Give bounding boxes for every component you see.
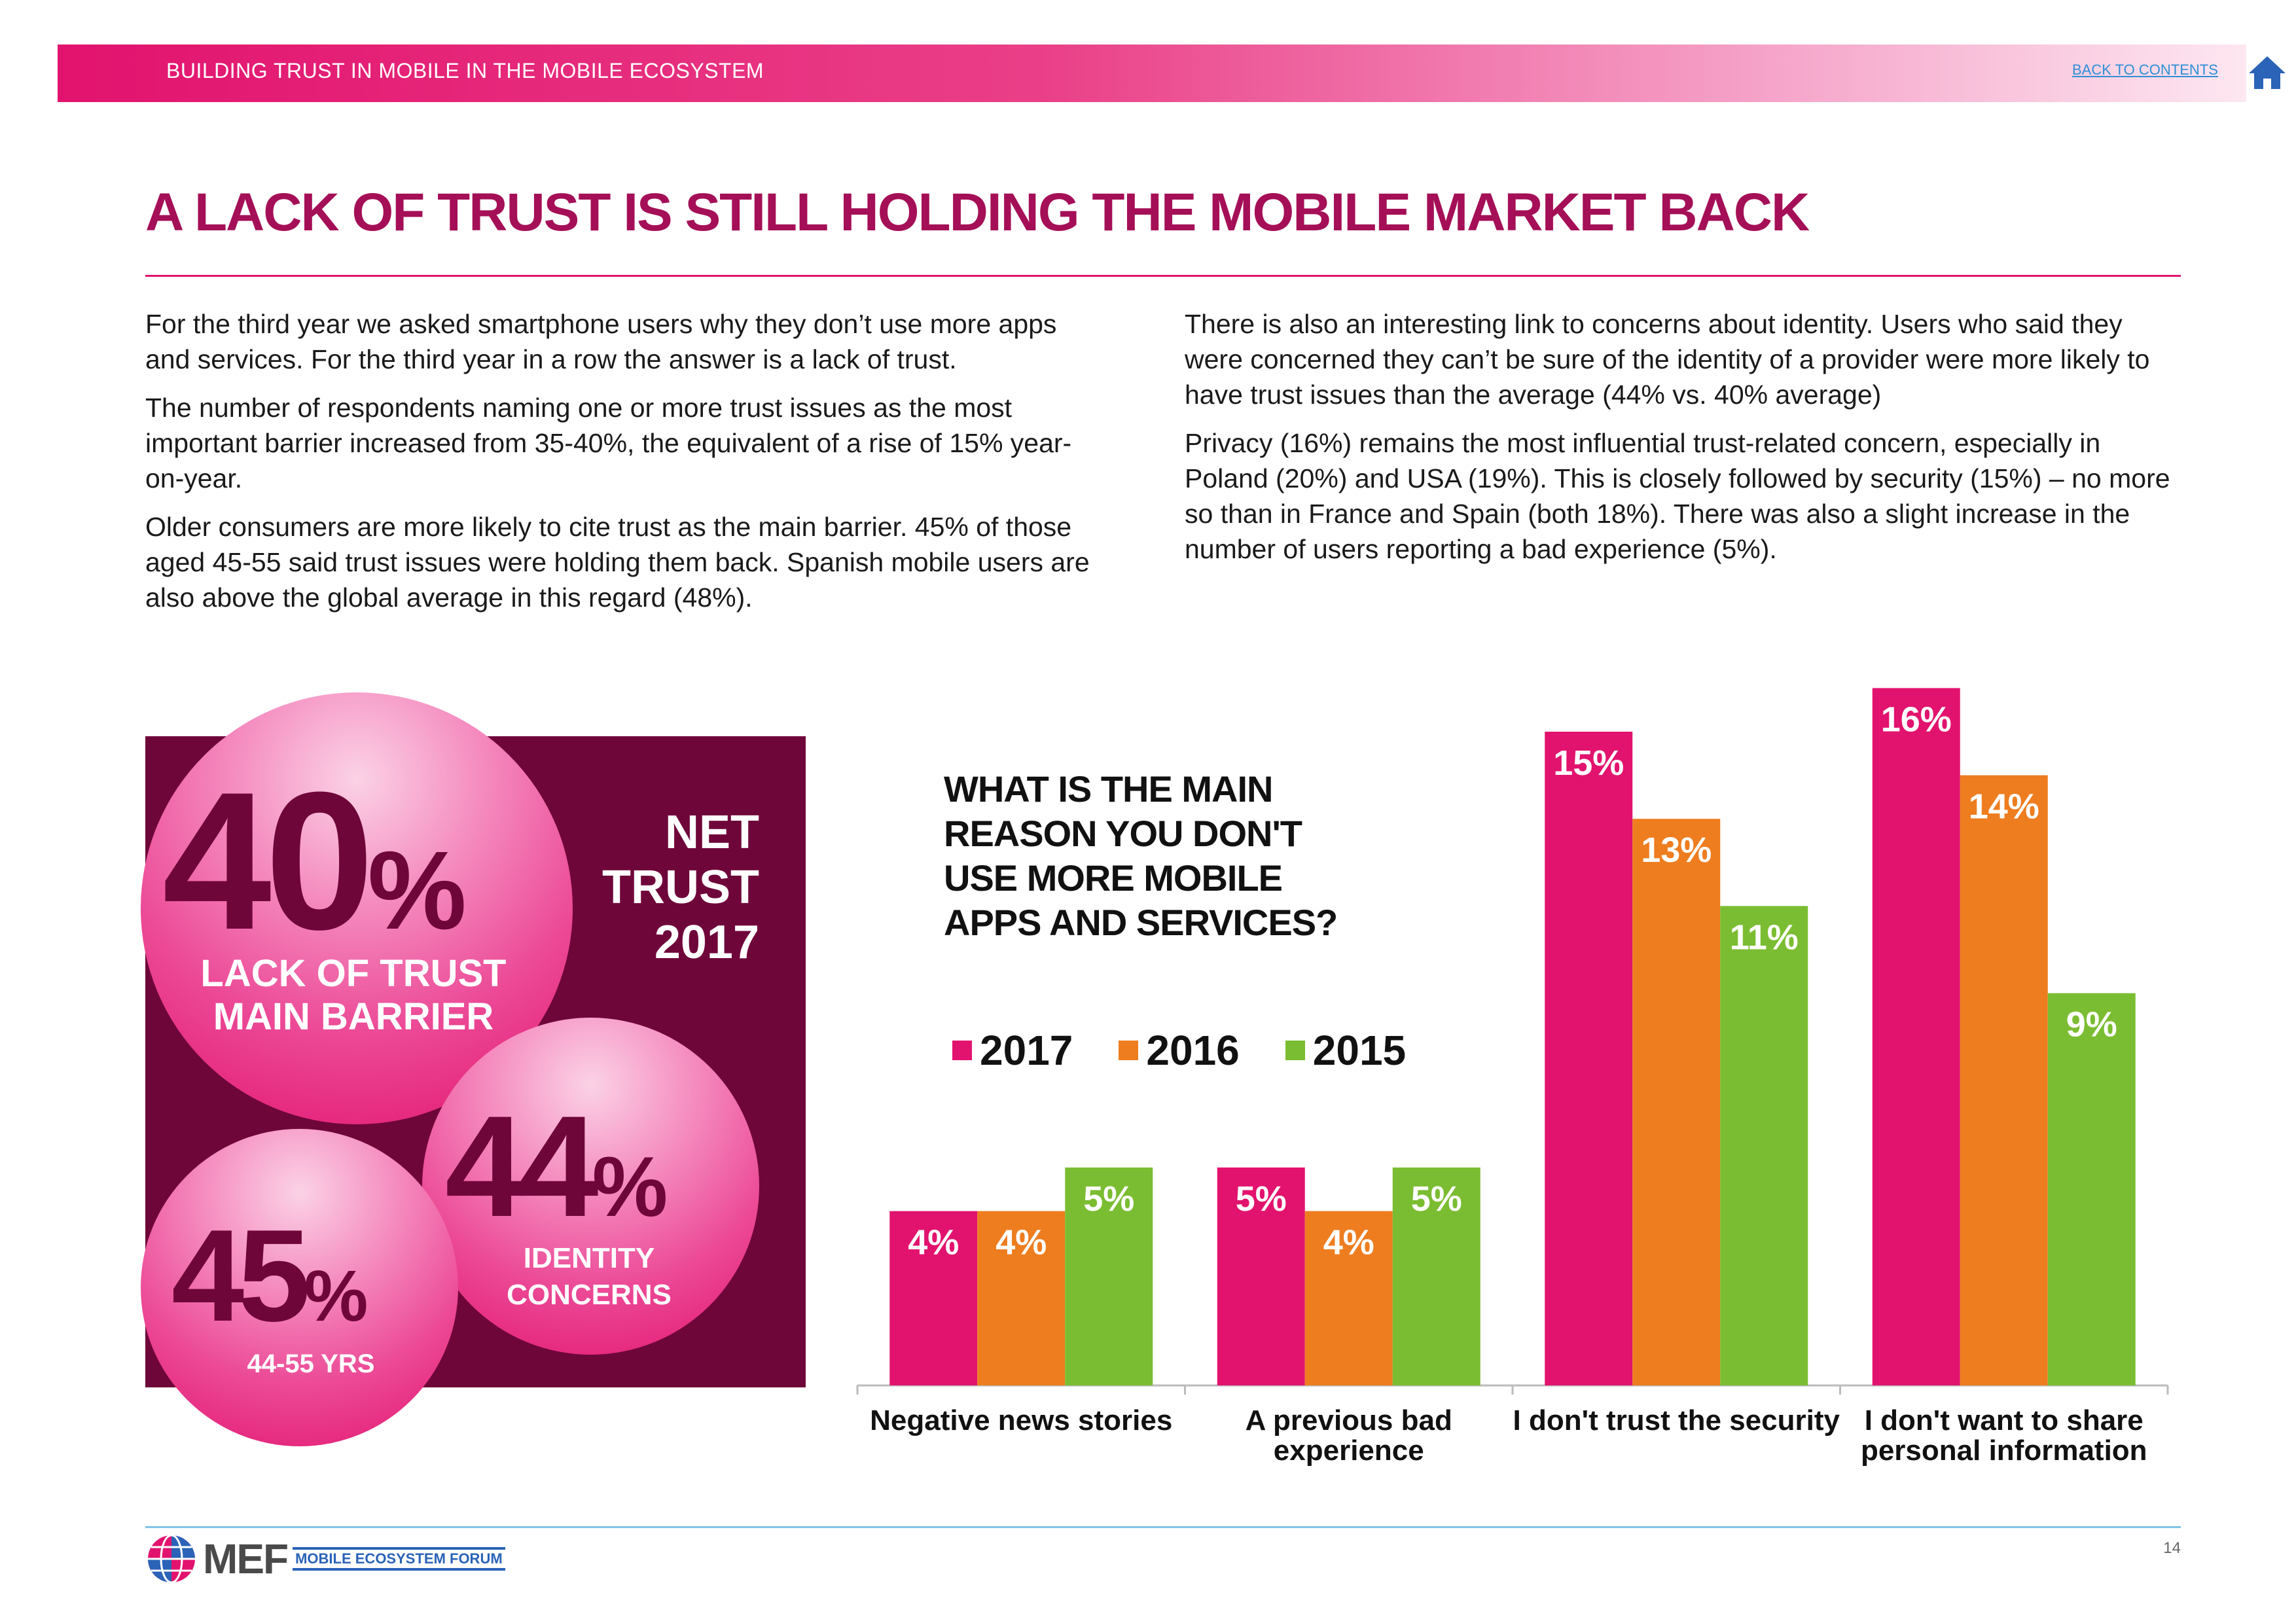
- legend-label-2017: 2017: [980, 1027, 1073, 1074]
- body-paragraph: Older consumers are more likely to cite …: [145, 512, 1090, 613]
- stat-age-label: 44-55 YRS: [247, 1349, 375, 1378]
- legend-item-2015: 2015: [1285, 1026, 1406, 1075]
- bar: [1632, 819, 1721, 1385]
- bar-value-label: 4%: [996, 1223, 1047, 1262]
- legend-swatch-2016: [1119, 1041, 1139, 1060]
- page-title: A LACK OF TRUST IS STILL HOLDING THE MOB…: [145, 183, 1810, 242]
- legend-swatch-2017: [952, 1041, 972, 1060]
- stat-identity-value: 44%: [445, 1086, 668, 1247]
- bar: [1545, 732, 1633, 1385]
- globe-icon: [148, 1534, 195, 1584]
- bar-value-label: 9%: [2066, 1005, 2117, 1044]
- mef-logo-text: MEF: [203, 1535, 289, 1582]
- bar-value-label: 5%: [1411, 1179, 1462, 1219]
- bar: [889, 1211, 978, 1385]
- legend-label-2015: 2015: [1312, 1027, 1407, 1074]
- footer-divider: [145, 1526, 2181, 1528]
- mef-logo-subtitle: MOBILE ECOSYSTEM FORUM: [293, 1547, 505, 1571]
- bar-value-label: 4%: [908, 1223, 959, 1262]
- body-right-column: There is also an interesting link to con…: [1185, 306, 2179, 580]
- x-axis-tick-label: personal information: [1861, 1435, 2147, 1467]
- legend-item-2016: 2016: [1119, 1026, 1240, 1075]
- bar-value-label: 15%: [1553, 743, 1624, 783]
- bar: [1872, 688, 1960, 1385]
- net-trust-label: NET TRUST 2017: [602, 806, 759, 969]
- x-axis-tick-label: I don't trust the security: [1513, 1404, 1840, 1436]
- bar-value-label: 14%: [1969, 787, 2039, 827]
- page-number: 14: [2163, 1539, 2181, 1557]
- bar: [1392, 1168, 1480, 1385]
- bar: [2047, 993, 2136, 1385]
- bar-value-label: 4%: [1323, 1223, 1374, 1262]
- legend-swatch-2015: [1285, 1041, 1305, 1060]
- mef-logo: MEF MOBILE ECOSYSTEM FORUM: [145, 1533, 505, 1585]
- bar-value-label: 16%: [1881, 700, 1952, 739]
- legend-item-2017: 2017: [952, 1026, 1073, 1075]
- home-icon[interactable]: [2247, 54, 2287, 92]
- stat-lack-of-trust-value: 40%: [162, 751, 467, 971]
- bar: [1217, 1168, 1305, 1385]
- bar-value-label: 5%: [1083, 1179, 1134, 1219]
- bar-value-label: 5%: [1236, 1179, 1287, 1219]
- body-paragraph: There is also an interesting link to con…: [1185, 309, 2150, 410]
- x-axis-tick-label: Negative news stories: [870, 1404, 1172, 1436]
- legend-label-2016: 2016: [1146, 1027, 1240, 1074]
- bar-value-label: 13%: [1641, 830, 1712, 870]
- body-paragraph: For the third year we asked smartphone u…: [145, 309, 1057, 374]
- header-bar: BUILDING TRUST IN MOBILE IN THE MOBILE E…: [58, 45, 2286, 102]
- bar: [1720, 906, 1808, 1385]
- bar: [1065, 1168, 1153, 1385]
- title-divider: [145, 275, 2181, 277]
- bar: [1960, 775, 2048, 1385]
- bar: [977, 1211, 1066, 1385]
- stat-identity-label: IDENTITY CONCERNS: [507, 1242, 672, 1311]
- back-to-contents-link[interactable]: BACK TO CONTENTS: [2072, 62, 2218, 78]
- body-paragraph: Privacy (16%) remains the most influenti…: [1185, 428, 2170, 564]
- header-title: BUILDING TRUST IN MOBILE IN THE MOBILE E…: [166, 59, 764, 82]
- stat-age-value: 45%: [171, 1203, 368, 1349]
- chart-legend: 2017 2016 2015: [952, 1026, 1406, 1075]
- bar: [1304, 1211, 1393, 1385]
- body-left-column: For the third year we asked smartphone u…: [145, 306, 1107, 628]
- chart-title: WHAT IS THE MAIN REASON YOU DON'T USE MO…: [944, 768, 1338, 943]
- body-paragraph: The number of respondents naming one or …: [145, 393, 1072, 493]
- stat-circle-age: [141, 1129, 458, 1446]
- x-axis-tick-label: experience: [1274, 1435, 1424, 1467]
- stat-circle-identity: [422, 1018, 759, 1355]
- x-axis-tick-label: A previous bad: [1246, 1404, 1452, 1436]
- x-axis-tick-label: I don't want to share: [1865, 1404, 2144, 1436]
- bar-value-label: 11%: [1730, 918, 1799, 957]
- stat-lack-of-trust-label: LACK OF TRUST MAIN BARRIER: [200, 952, 507, 1038]
